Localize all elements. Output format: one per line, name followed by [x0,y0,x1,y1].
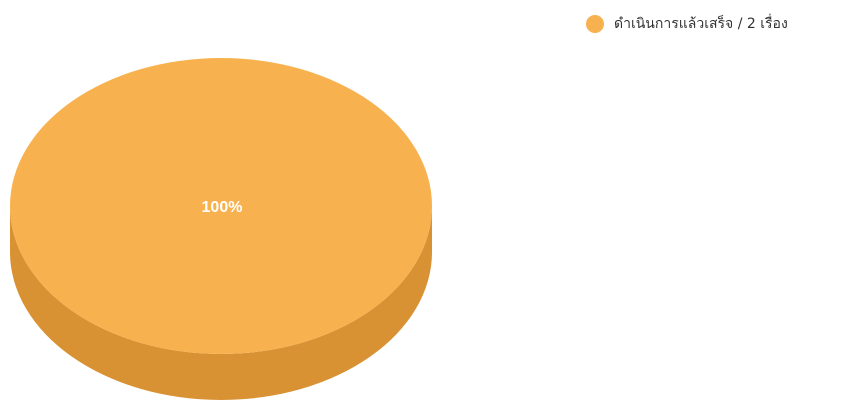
pie-slice-side [10,206,432,400]
legend: ดำเนินการแล้วเสร็จ / 2 เรื่อง [586,12,788,36]
legend-swatch [586,15,604,33]
pie-layer: 100% [10,58,432,400]
slice-percent-label: 100% [202,199,243,216]
pie-slice[interactable] [10,58,432,354]
legend-label: ดำเนินการแล้วเสร็จ / 2 เรื่อง [614,16,788,32]
